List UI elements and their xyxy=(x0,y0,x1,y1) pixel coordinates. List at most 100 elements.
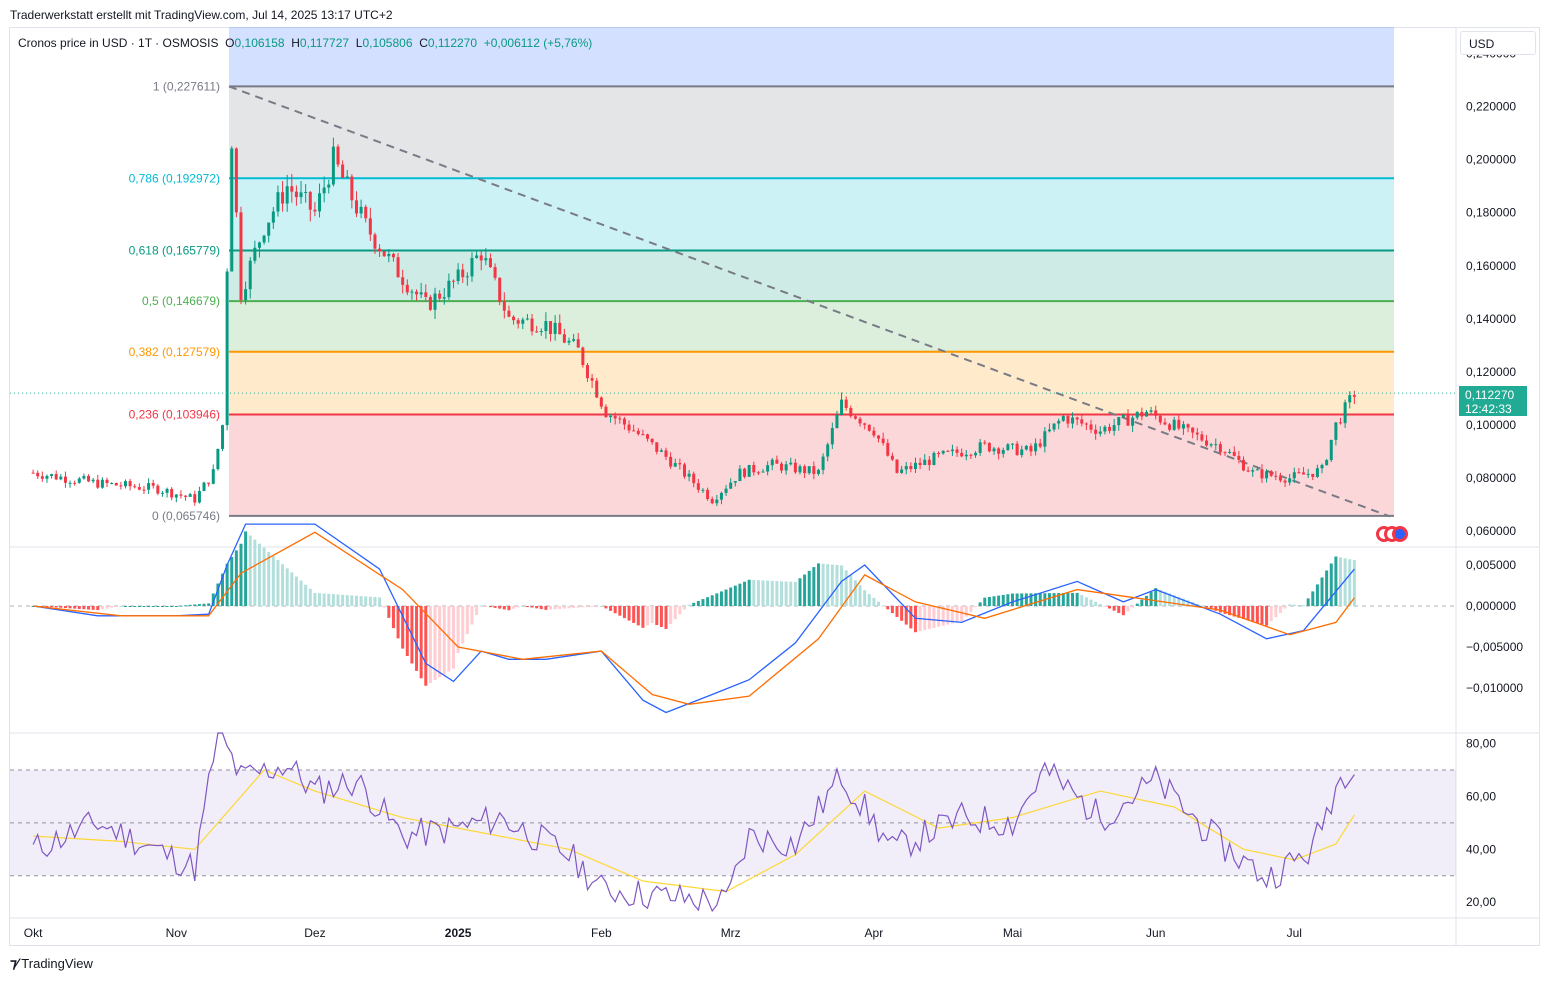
tradingview-footer[interactable]: ⁊⁄ TradingView xyxy=(10,955,93,972)
macd-histogram-bar xyxy=(895,605,899,617)
candle-body xyxy=(867,424,871,431)
macd-histogram-bar xyxy=(341,594,345,606)
macd-histogram-bar xyxy=(119,605,123,607)
macd-histogram-bar xyxy=(1020,593,1024,606)
candle-body xyxy=(1168,424,1172,430)
candle-body xyxy=(341,164,345,178)
candle-body xyxy=(461,269,465,278)
macd-histogram-bar xyxy=(932,605,936,628)
low-value: 0,105806 xyxy=(362,36,413,50)
candle-body xyxy=(581,347,585,366)
macd-histogram-bar xyxy=(364,596,368,606)
candle-body xyxy=(669,456,673,467)
fib-zone-4 xyxy=(229,351,1394,415)
macd-histogram-bar xyxy=(350,595,354,606)
candle-body xyxy=(706,489,710,499)
candle-body xyxy=(516,320,520,324)
macd-histogram-bar xyxy=(622,605,626,619)
macd-histogram-bar xyxy=(1089,599,1093,606)
candle-body xyxy=(1098,431,1102,434)
macd-histogram-bar xyxy=(1200,605,1204,607)
macd-histogram-bar xyxy=(419,605,423,679)
macd-histogram-bar xyxy=(1006,594,1010,606)
macd-histogram-bar xyxy=(294,576,298,606)
rsi-axis-tick: 40,00 xyxy=(1466,842,1496,856)
macd-histogram-bar xyxy=(87,605,91,610)
candle-body xyxy=(114,482,118,486)
candle-body xyxy=(729,482,733,489)
candle-body xyxy=(974,452,978,456)
symbol-title: Cronos price in USD · 1T · OSMOSIS xyxy=(18,36,219,50)
rsi-axis-tick: 20,00 xyxy=(1466,895,1496,909)
candle-body xyxy=(909,465,913,470)
candle-body xyxy=(830,428,834,445)
candle-body xyxy=(1218,444,1222,453)
candle-body xyxy=(170,488,174,498)
change-value: +0,006112 (+5,76%) xyxy=(483,36,593,50)
candle-body xyxy=(239,212,243,301)
events-flag-icon[interactable] xyxy=(1374,524,1414,544)
candle-body xyxy=(1108,426,1112,431)
macd-histogram-bar xyxy=(992,596,996,606)
candle-body xyxy=(789,462,793,465)
time-axis-tick: Apr xyxy=(865,926,884,940)
macd-histogram-bar xyxy=(239,543,243,606)
macd-histogram-bar xyxy=(285,568,289,606)
macd-histogram-bar xyxy=(572,605,576,608)
candle-body xyxy=(110,482,114,484)
macd-histogram-bar xyxy=(1283,605,1287,609)
macd-histogram-bar xyxy=(701,599,705,606)
macd-histogram-bar xyxy=(1288,604,1292,606)
macd-histogram-bar xyxy=(142,605,146,607)
candle-body xyxy=(128,481,132,487)
candle-body xyxy=(345,176,349,178)
candle-body xyxy=(941,450,945,454)
macd-histogram-bar xyxy=(581,605,585,608)
candle-body xyxy=(350,176,354,201)
macd-histogram-bar xyxy=(1052,593,1056,606)
candle-body xyxy=(913,462,917,470)
candle-body xyxy=(1052,423,1056,430)
candle-body xyxy=(900,469,904,473)
macd-histogram-bar xyxy=(465,605,469,634)
candle-body xyxy=(1274,475,1278,477)
candle-body xyxy=(1334,422,1338,440)
macd-axis-tick: 0,005000 xyxy=(1466,558,1516,572)
candle-body xyxy=(932,452,936,465)
candle-body xyxy=(507,310,511,317)
time-axis-tick: Okt xyxy=(24,926,43,940)
macd-histogram-bar xyxy=(1315,584,1319,606)
macd-histogram-bar xyxy=(484,605,488,607)
candle-body xyxy=(572,339,576,341)
macd-histogram-bar xyxy=(512,605,516,609)
time-axis-tick: Feb xyxy=(591,926,612,940)
candle-body xyxy=(585,365,589,379)
candle-body xyxy=(493,267,497,278)
macd-histogram-bar xyxy=(1131,605,1135,608)
macd-histogram-bar xyxy=(669,605,673,625)
macd-histogram-bar xyxy=(438,605,442,678)
time-axis-tick: Jun xyxy=(1146,926,1165,940)
macd-histogram-bar xyxy=(160,605,164,607)
candle-body xyxy=(798,466,802,473)
candle-body xyxy=(211,469,215,484)
candle-body xyxy=(1223,452,1227,454)
candle-body xyxy=(964,454,968,457)
macd-histogram-bar xyxy=(913,605,917,633)
price-axis-tick: 0,200000 xyxy=(1466,153,1516,167)
candle-body xyxy=(230,148,234,272)
currency-button[interactable]: USD xyxy=(1460,31,1536,55)
candle-body xyxy=(590,378,594,381)
candle-body xyxy=(1075,417,1079,420)
candle-body xyxy=(1209,444,1213,446)
macd-histogram-bar xyxy=(1094,601,1098,606)
price-axis-tick: 0,160000 xyxy=(1466,259,1516,273)
macd-histogram-bar xyxy=(1126,605,1130,612)
macd-histogram-bar xyxy=(82,605,86,610)
macd-histogram-bar xyxy=(539,605,543,610)
candle-body xyxy=(955,449,959,453)
macd-histogram-bar xyxy=(1071,592,1075,606)
macd-axis-tick: −0,010000 xyxy=(1466,681,1523,695)
candle-body xyxy=(82,475,86,479)
